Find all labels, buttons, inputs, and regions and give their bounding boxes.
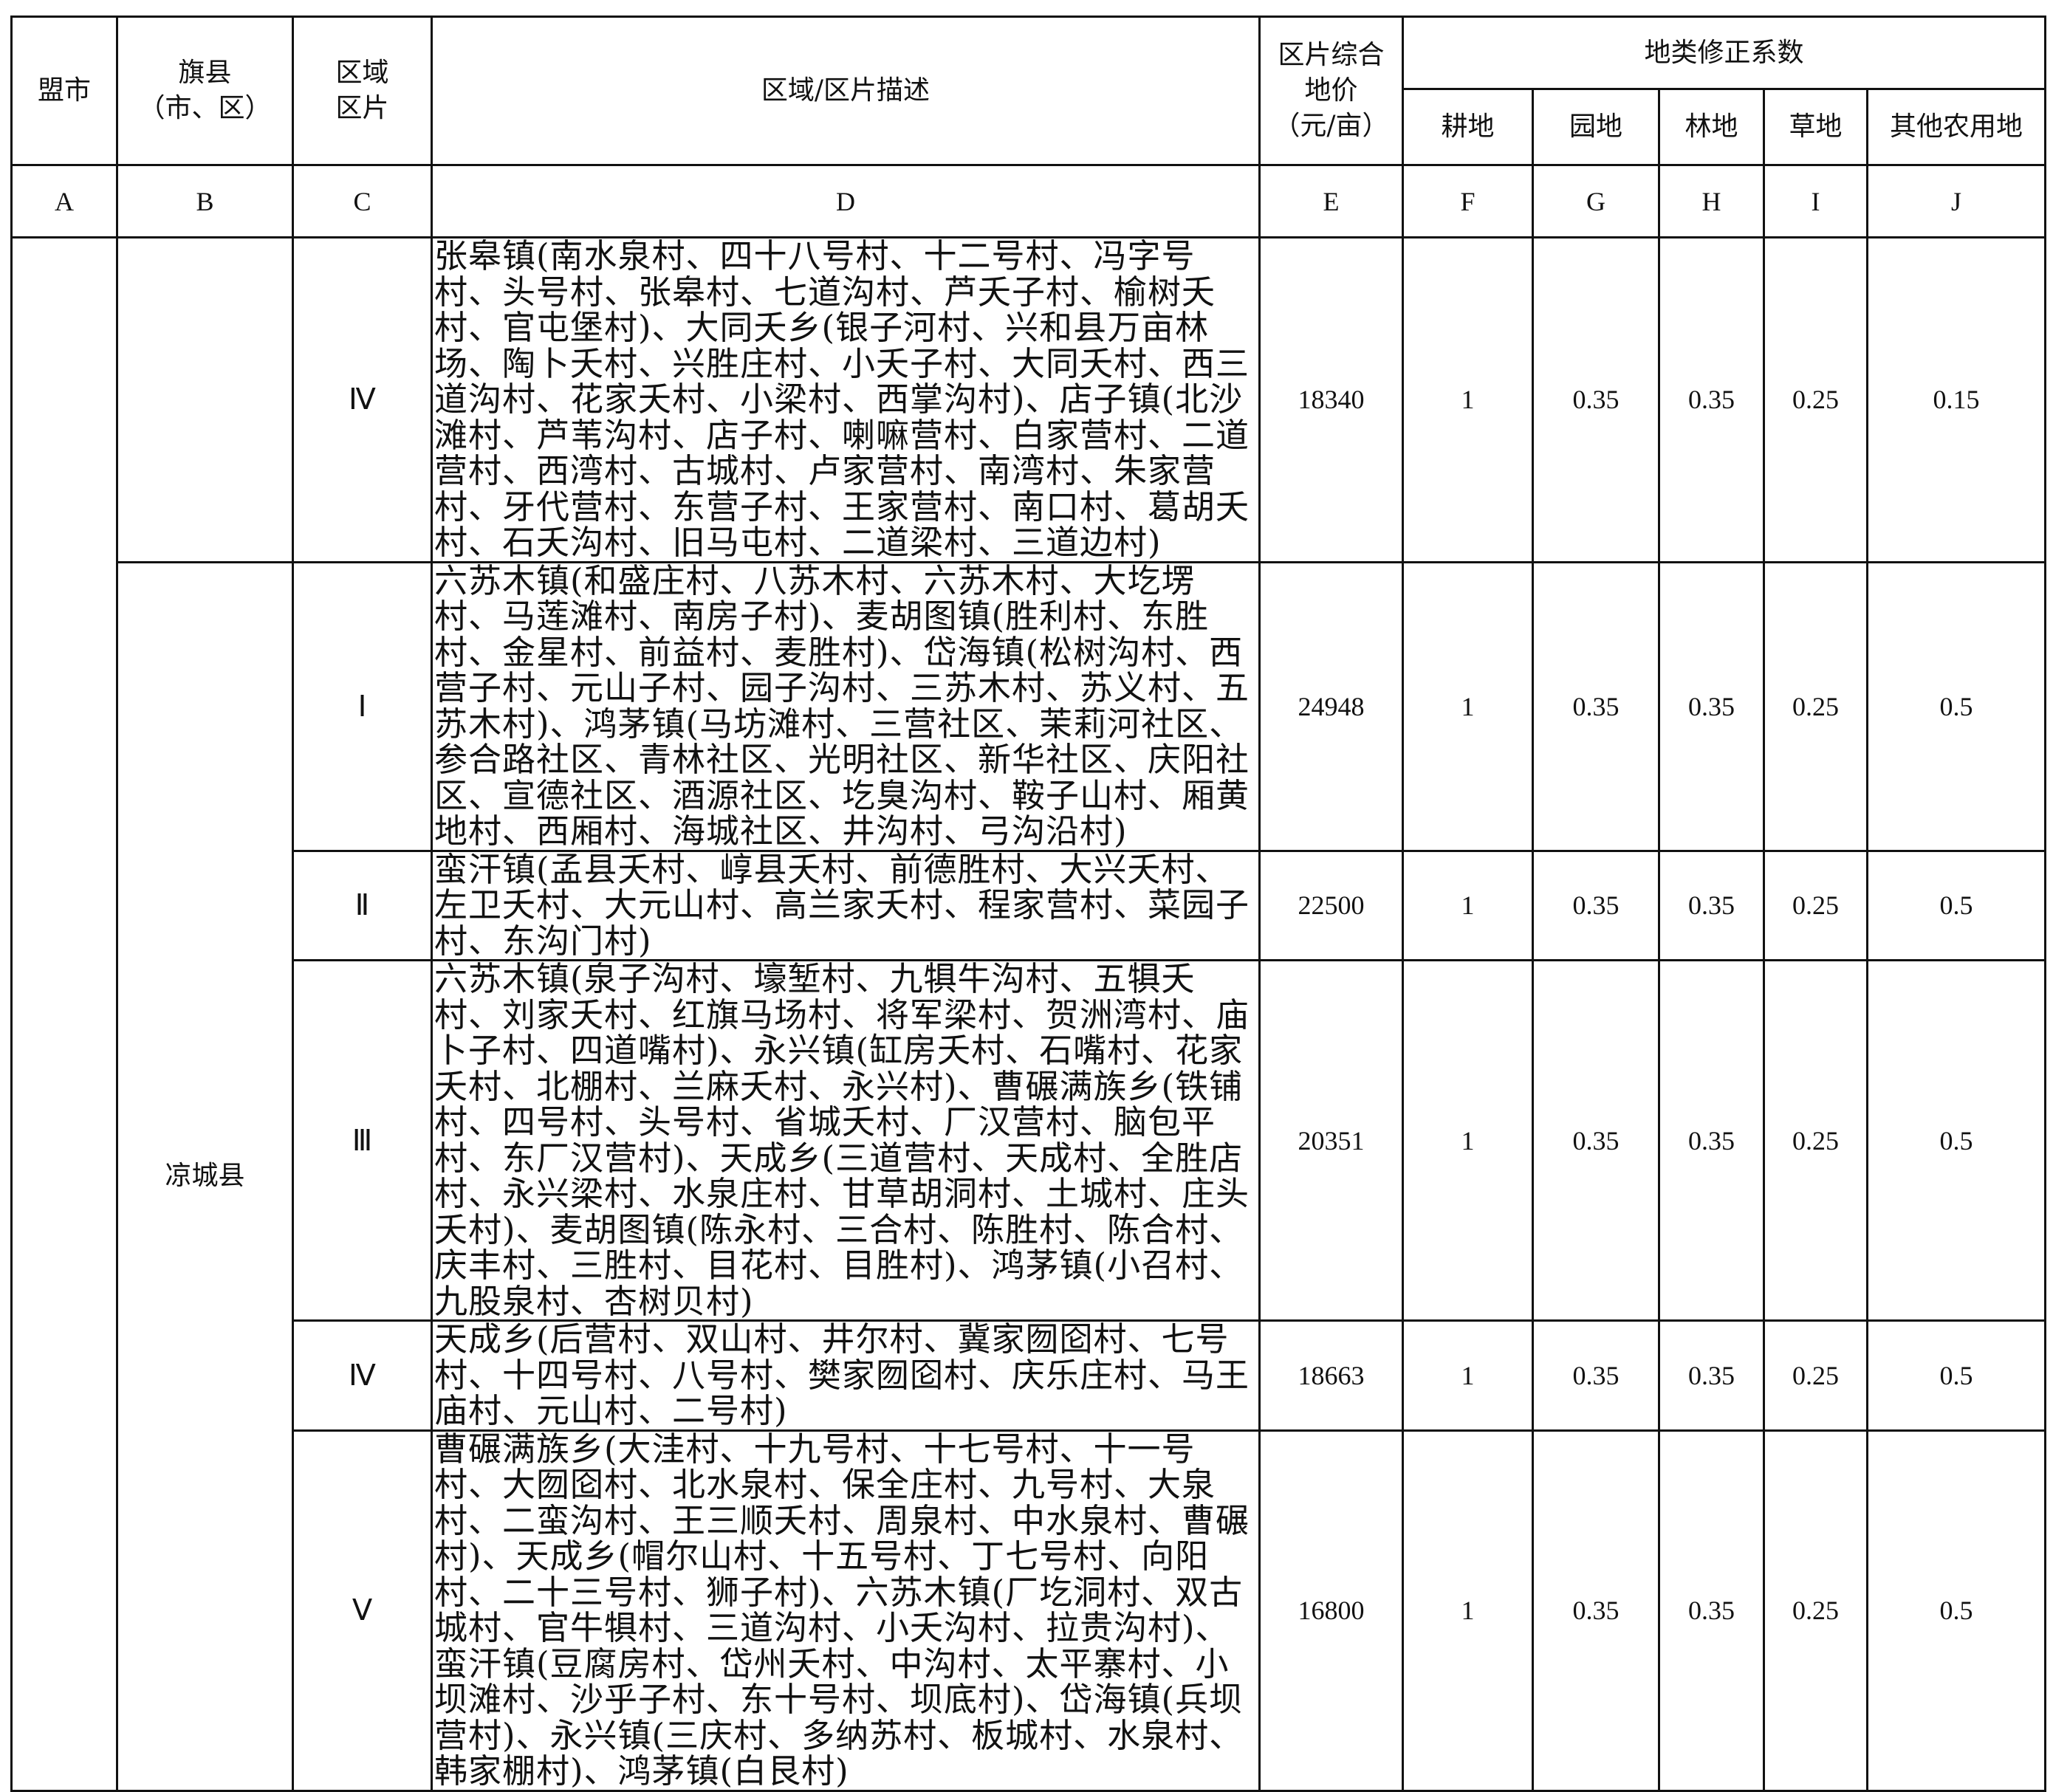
coef-garden: 0.35 <box>1532 959 1660 1322</box>
header-price-line2: 地价 <box>1304 75 1358 106</box>
table-row: Ⅱ 蛮汗镇(孟县夭村、崞县夭村、前德胜村、大兴夭村、左卫夭村、大元山村、高兰家夭… <box>12 849 2046 961</box>
letter-c: C <box>292 164 433 238</box>
letter-j: J <box>1866 164 2046 238</box>
coef-other-agri: 0.5 <box>1866 1429 2046 1792</box>
table-row: 凉城县 Ⅰ 六苏木镇(和盛庄村、八苏木村、六苏木村、大圪塄村、马莲滩村、南房子村… <box>12 560 2046 1792</box>
coef-other-agri: 0.5 <box>1866 959 2046 1322</box>
letter-i: I <box>1763 164 1868 238</box>
coef-grass: 0.25 <box>1763 1429 1868 1792</box>
header-cultivated: 耕地 <box>1402 88 1534 166</box>
league-city-cell <box>10 236 118 1792</box>
coef-grass: 0.25 <box>1763 236 1868 563</box>
zone-cell: Ⅰ <box>292 560 433 852</box>
header-price: 区片综合地价 （元/亩） <box>1258 16 1404 166</box>
coef-forest: 0.35 <box>1658 849 1765 961</box>
coef-forest: 0.35 <box>1658 959 1765 1322</box>
letter-a: A <box>10 164 118 238</box>
price-cell: 24948 <box>1258 560 1404 852</box>
coef-grass: 0.25 <box>1763 1319 1868 1432</box>
letter-h: H <box>1658 164 1765 238</box>
letter-d: D <box>431 164 1261 238</box>
coef-garden: 0.35 <box>1532 849 1660 961</box>
county-cell: 凉城县 <box>116 560 294 1792</box>
coef-garden: 0.35 <box>1532 1319 1660 1432</box>
header-county-line1: 旗县 <box>178 58 232 88</box>
header-county-line2: （市、区） <box>138 93 272 123</box>
letter-e: E <box>1258 164 1404 238</box>
price-cell: 18663 <box>1258 1319 1404 1432</box>
coef-forest: 0.35 <box>1658 236 1765 563</box>
letter-g: G <box>1532 164 1660 238</box>
letter-f: F <box>1402 164 1534 238</box>
coef-other-agri: 0.5 <box>1866 849 2046 961</box>
table-row: Ⅳ 张皋镇(南水泉村、四十八号村、十二号村、冯字号村、头号村、张皋村、七道沟村、… <box>10 236 2046 1792</box>
header-row: 盟市 旗县 （市、区） 区域区片 区域/区片描述 区片综合地价 （元/亩） 地类修正… <box>10 16 2046 166</box>
price-cell: 22500 <box>1258 849 1404 961</box>
header-zone: 区域 区片 <box>292 16 433 166</box>
header-grass: 草地 <box>1763 88 1868 166</box>
price-cell: 18340 <box>1258 236 1404 563</box>
coef-cultivated: 1 <box>1402 560 1534 852</box>
description-cell: 天成乡(后营村、双山村、井尔村、冀家囫囵村、七号村、十四号村、八号村、樊家囫囵村… <box>431 1319 1261 1432</box>
coef-cultivated: 1 <box>1402 849 1534 961</box>
coef-forest: 0.35 <box>1658 1429 1765 1792</box>
header-county: 旗县 （市、区） <box>116 16 294 166</box>
header-coefficient-group: 地类修正系数 <box>1402 16 2046 90</box>
zone-cell: Ⅱ <box>292 849 433 961</box>
header-league-city: 盟市 <box>10 16 118 166</box>
coef-grass: 0.25 <box>1763 560 1868 852</box>
header-price-line1: 区片综合 <box>1278 40 1385 70</box>
letter-b: B <box>116 164 294 238</box>
coef-other-agri: 0.15 <box>1866 236 2046 563</box>
description-cell: 张皋镇(南水泉村、四十八号村、十二号村、冯字号村、头号村、张皋村、七道沟村、芦夭… <box>431 236 1261 563</box>
coef-garden: 0.35 <box>1532 1429 1660 1792</box>
description-cell: 曹碾满族乡(大洼村、十九号村、十七号村、十一号村、大囫囵村、北水泉村、保全庄村、… <box>431 1429 1261 1792</box>
table-row: Ⅴ 曹碾满族乡(大洼村、十九号村、十七号村、十一号村、大囫囵村、北水泉村、保全庄… <box>12 1429 2046 1792</box>
description-cell: 六苏木镇(泉子沟村、壕堑村、九犋牛沟村、五犋夭村、刘家夭村、红旗马场村、将军梁村… <box>431 959 1261 1322</box>
table-row: Ⅲ 六苏木镇(泉子沟村、壕堑村、九犋牛沟村、五犋夭村、刘家夭村、红旗马场村、将军… <box>12 959 2046 1322</box>
zone-cell: Ⅴ <box>292 1429 433 1792</box>
zone-cell: Ⅳ <box>292 236 433 563</box>
price-cell: 16800 <box>1258 1429 1404 1792</box>
description-cell: 蛮汗镇(孟县夭村、崞县夭村、前德胜村、大兴夭村、左卫夭村、大元山村、高兰家夭村、… <box>431 849 1261 961</box>
coef-other-agri: 0.5 <box>1866 560 2046 852</box>
zone-cell: Ⅳ <box>292 1319 433 1432</box>
coef-forest: 0.35 <box>1658 560 1765 852</box>
coef-garden: 0.35 <box>1532 560 1660 852</box>
header-forest: 林地 <box>1658 88 1765 166</box>
coef-cultivated: 1 <box>1402 959 1534 1322</box>
header-other-agri: 其他农用地 <box>1866 88 2046 166</box>
coef-garden: 0.35 <box>1532 236 1660 563</box>
coef-cultivated: 1 <box>1402 1319 1534 1432</box>
header-price-line3: （元/亩） <box>1273 111 1389 141</box>
coef-grass: 0.25 <box>1763 849 1868 961</box>
land-price-table: 盟市 旗县 （市、区） 区域区片 区域/区片描述 区片综合地价 （元/亩） 地类修正… <box>10 16 2046 1792</box>
zone-cell: Ⅲ <box>292 959 433 1322</box>
header-description: 区域/区片描述 <box>431 16 1261 166</box>
letter-row: A B C D E F G H I J <box>10 164 2046 238</box>
header-zone-line1: 区域 <box>335 58 389 88</box>
coef-grass: 0.25 <box>1763 959 1868 1322</box>
table-row: Ⅳ 天成乡(后营村、双山村、井尔村、冀家囫囵村、七号村、十四号村、八号村、樊家囫… <box>12 1319 2046 1432</box>
coef-cultivated: 1 <box>1402 1429 1534 1792</box>
coef-cultivated: 1 <box>1402 236 1534 563</box>
header-garden: 园地 <box>1532 88 1660 166</box>
coef-forest: 0.35 <box>1658 1319 1765 1432</box>
header-subrow: 耕地 园地 林地 草地 其他农用地 <box>12 88 2046 166</box>
coef-other-agri: 0.5 <box>1866 1319 2046 1432</box>
county-cell-empty <box>116 236 294 563</box>
header-zone-line2: 区片 <box>335 93 389 123</box>
price-cell: 20351 <box>1258 959 1404 1322</box>
description-cell: 六苏木镇(和盛庄村、八苏木村、六苏木村、大圪塄村、马莲滩村、南房子村)、麦胡图镇… <box>431 560 1261 852</box>
